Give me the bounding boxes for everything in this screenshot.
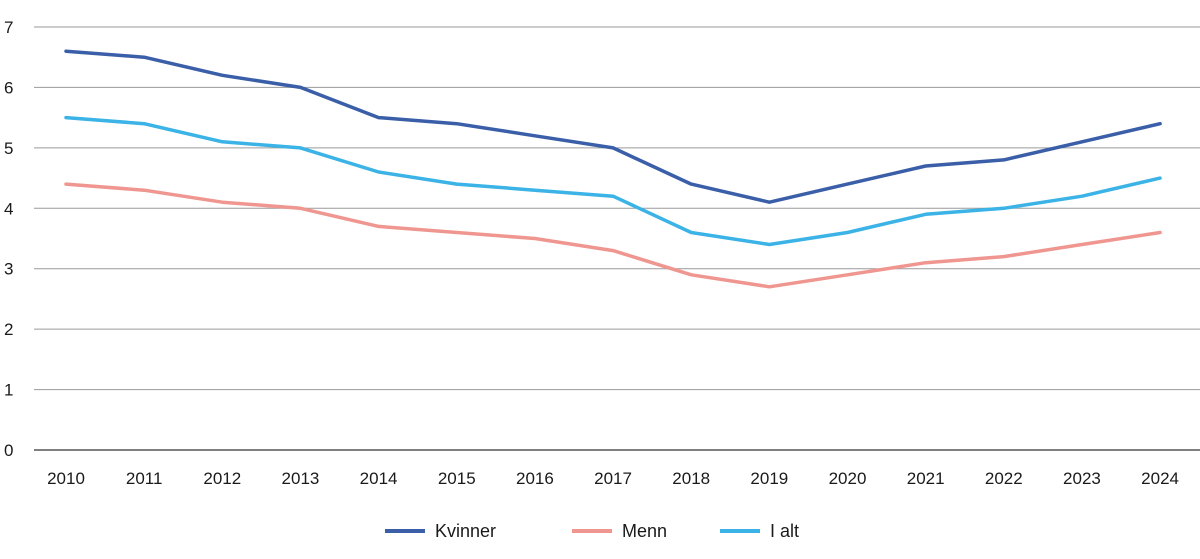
x-tick-label: 2019: [750, 469, 788, 488]
x-tick-label: 2022: [985, 469, 1023, 488]
x-tick-label: 2012: [203, 469, 241, 488]
x-tick-label: 2013: [282, 469, 320, 488]
legend-label: I alt: [770, 521, 799, 541]
y-tick-label: 6: [4, 78, 13, 97]
y-tick-label: 7: [4, 18, 13, 37]
y-tick-label: 1: [4, 381, 13, 400]
x-tick-label: 2017: [594, 469, 632, 488]
legend-label: Menn: [622, 521, 667, 541]
legend-label: Kvinner: [435, 521, 496, 541]
series-line-1: [64, 182, 1162, 289]
y-axis-ticks: 0 1 2 3 4 5 6 7: [4, 18, 13, 460]
y-tick-label: 0: [4, 441, 13, 460]
x-tick-label: 2011: [126, 469, 163, 488]
y-tick-label: 4: [4, 199, 13, 218]
x-tick-label: 2014: [360, 469, 398, 488]
legend: Kvinner Menn I alt: [385, 521, 799, 541]
x-tick-label: 2020: [829, 469, 867, 488]
x-tick-label: 2021: [907, 469, 945, 488]
x-tick-label: 2016: [516, 469, 554, 488]
x-axis-ticks: 2010 2011 2012 2013 2014 2015 2016 2017 2018 2019…: [47, 469, 1179, 488]
x-tick-label: 2023: [1063, 469, 1101, 488]
series-line-0: [64, 49, 1162, 204]
y-tick-label: 5: [4, 139, 13, 158]
series-line-2: [64, 115, 1162, 247]
x-tick-label: 2010: [47, 469, 85, 488]
x-tick-label: 2024: [1141, 469, 1179, 488]
y-tick-label: 3: [4, 260, 13, 279]
gridlines: [34, 26, 1200, 451]
x-tick-label: 2015: [438, 469, 476, 488]
series-lines: [64, 49, 1162, 289]
x-tick-label: 2018: [672, 469, 710, 488]
y-tick-label: 2: [4, 320, 13, 339]
